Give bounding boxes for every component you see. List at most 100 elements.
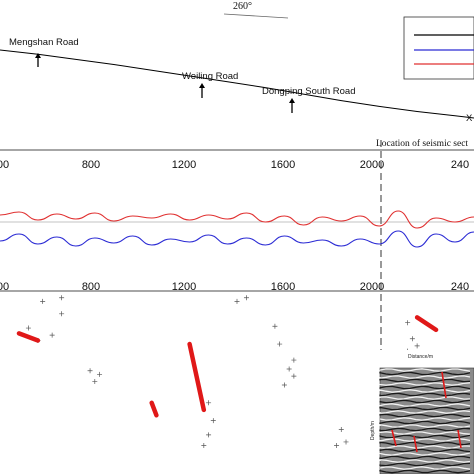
inset-reflector — [379, 452, 471, 456]
inset-reflector — [379, 371, 471, 376]
x-tick-label: 240 — [451, 281, 469, 293]
x-tick-label: 1200 — [172, 159, 196, 171]
scatter-point — [272, 323, 278, 329]
profile-x-ticks: 00 800 1200 1600 2000 240 — [0, 159, 469, 171]
scatter-point — [92, 378, 98, 384]
inset-reflector — [379, 403, 471, 407]
scatter-points — [25, 295, 420, 449]
road-label-dongping: Dongping South Road — [262, 86, 356, 97]
road-arrow-mengshan — [35, 53, 41, 67]
x-tick-label: 1200 — [172, 281, 196, 293]
bearing-label: 260° — [233, 1, 252, 12]
fault-segment — [149, 400, 159, 418]
scatter-point — [291, 373, 297, 379]
legend-box — [403, 16, 474, 80]
inset-reflector — [379, 427, 471, 432]
profile-line — [0, 49, 474, 119]
inset-reflector — [379, 424, 471, 428]
inset-reflector — [379, 459, 471, 463]
x-tick-label: 1600 — [271, 159, 295, 171]
scatter-point — [409, 336, 415, 342]
series-red-line — [0, 210, 474, 229]
inset-reflectors — [379, 368, 471, 474]
scatter-point — [243, 295, 249, 301]
inset-reflector — [379, 399, 471, 404]
fault-segment — [16, 331, 41, 343]
inset-reflector — [379, 413, 471, 418]
end-marker: X — [466, 113, 473, 124]
scatter-point — [206, 432, 212, 438]
inset-reflector — [379, 466, 471, 470]
scatter-point — [201, 443, 207, 449]
inset-fault — [457, 429, 462, 449]
fault-segment — [414, 315, 439, 333]
inset-reflector — [379, 417, 471, 421]
inset-ylabel: Depth/m — [370, 421, 376, 440]
scatter-point — [343, 439, 349, 445]
inset-reflector — [379, 406, 471, 411]
inset-fault — [413, 435, 418, 453]
inset-reflector — [379, 438, 471, 442]
scatter-point — [234, 298, 240, 304]
x-tick-label: 00 — [0, 159, 9, 171]
scatter-point — [291, 357, 297, 363]
inset-reflector — [379, 368, 471, 372]
legend — [403, 16, 474, 80]
scatter-point — [286, 366, 292, 372]
x-tick-label: 800 — [82, 159, 100, 171]
scatter-point — [59, 295, 65, 301]
seismic-inset: Distance/m Depth/m — [369, 350, 474, 474]
inset-reflector — [379, 441, 471, 446]
inset-faults — [391, 371, 462, 453]
inset-reflector — [379, 392, 471, 397]
inset-fault — [391, 429, 397, 447]
anomaly-x-ticks: 00 800 1200 1600 2000 240 — [0, 281, 469, 293]
road-arrow-weiling — [199, 83, 205, 98]
bearing-arrow — [223, 13, 289, 19]
scatter-point — [277, 341, 283, 347]
inset-reflector — [379, 469, 471, 474]
inset-reflector — [379, 434, 471, 439]
series-blue-line — [0, 230, 474, 248]
profile-panel: Mengshan Road Weiling Road Dongping Sout… — [0, 37, 474, 171]
inset-reflector — [379, 378, 471, 383]
x-tick-label: 2000 — [360, 159, 384, 171]
scatter-point — [334, 443, 340, 449]
fault-segment — [187, 341, 207, 413]
road-label-weiling: Weiling Road — [182, 71, 238, 82]
scatter-point — [281, 382, 287, 388]
inset-reflector — [379, 410, 471, 414]
scatter-point — [338, 427, 344, 432]
scatter-point — [49, 332, 55, 338]
inset-xlabel: Distance/m — [408, 354, 433, 360]
scatter-point — [206, 400, 212, 406]
inset-reflector — [379, 431, 471, 435]
inset-fault — [441, 371, 447, 399]
scatter-point — [210, 418, 216, 424]
scatter-point — [59, 311, 65, 317]
inset-reflector — [379, 375, 471, 379]
anomaly-panel: 00 800 1200 1600 2000 240 — [0, 210, 474, 293]
inset-reflector — [379, 445, 471, 449]
road-arrow-dongping — [289, 98, 295, 113]
x-tick-label: 2000 — [360, 281, 384, 293]
scatter-point — [87, 368, 93, 374]
x-tick-label: 240 — [451, 159, 469, 171]
seismic-location-label: Location of seismic sect — [376, 138, 468, 149]
x-tick-label: 00 — [0, 281, 9, 293]
inset-reflector — [379, 462, 471, 467]
road-label-mengshan: Mengshan Road — [9, 37, 79, 48]
inset-reflector — [379, 389, 471, 393]
scatter-point — [97, 371, 103, 377]
scatter-point — [405, 320, 411, 326]
scatter-point — [40, 298, 46, 304]
inset-reflector — [379, 382, 471, 386]
inset-reflector — [379, 448, 471, 453]
inset-reflector — [379, 385, 471, 390]
fault-segments — [16, 315, 439, 418]
scatter-point — [25, 325, 31, 331]
x-tick-label: 1600 — [271, 281, 295, 293]
inset-reflector — [379, 455, 471, 460]
scatter-point — [414, 343, 420, 349]
